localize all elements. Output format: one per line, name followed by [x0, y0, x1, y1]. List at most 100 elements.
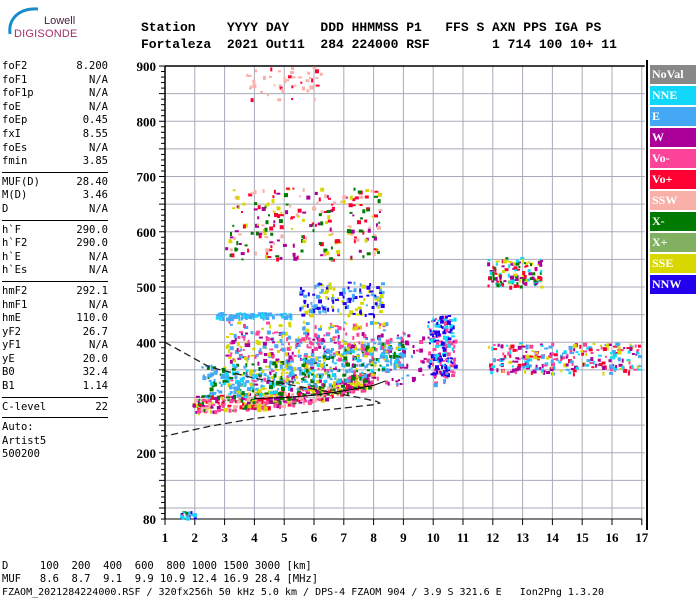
- echo-point: [535, 351, 539, 355]
- echo-point: [229, 333, 234, 336]
- echo-point: [250, 316, 252, 320]
- echo-point: [253, 374, 258, 379]
- echo-point: [305, 322, 310, 326]
- echo-point: [266, 313, 271, 317]
- echo-point: [583, 350, 587, 353]
- echo-point: [264, 365, 269, 368]
- param-row: foE N/A: [2, 101, 108, 115]
- echo-point: [364, 313, 367, 317]
- echo-point: [328, 383, 332, 388]
- y-tick-label: 500: [137, 280, 157, 295]
- echo-point: [512, 348, 517, 352]
- echo-point: [206, 365, 210, 370]
- echo-point: [238, 355, 243, 359]
- echo-point: [273, 377, 275, 382]
- echo-point: [379, 301, 384, 306]
- echo-point: [365, 387, 368, 391]
- echo-point: [318, 396, 322, 399]
- echo-point: [370, 384, 375, 389]
- echo-point: [295, 338, 300, 343]
- echo-point: [264, 406, 267, 409]
- echo-point: [592, 342, 596, 345]
- echo-point: [185, 511, 190, 515]
- echo-point: [385, 380, 389, 385]
- echo-point: [197, 407, 200, 412]
- echo-point: [325, 251, 330, 256]
- echo-point: [272, 195, 275, 199]
- echo-point: [272, 341, 275, 344]
- echo-point: [279, 378, 284, 383]
- echo-point: [262, 394, 265, 397]
- echo-point: [289, 380, 294, 383]
- echo-point: [255, 339, 259, 344]
- echo-point: [297, 349, 300, 354]
- echo-point: [502, 370, 505, 373]
- echo-point: [291, 372, 295, 376]
- echo-point: [446, 352, 451, 357]
- echo-point: [427, 324, 430, 328]
- echo-point: [514, 360, 519, 363]
- echo-point: [346, 362, 350, 367]
- legend-item-nnw: NNW: [650, 275, 696, 294]
- echo-point: [342, 291, 346, 295]
- distance-line: D 100 200 400 600 800 1000 1500 3000 [km…: [2, 560, 312, 572]
- y-tick-label: 300: [137, 391, 157, 406]
- echo-point: [439, 317, 443, 321]
- echo-point: [585, 363, 589, 367]
- echo-point: [401, 337, 404, 342]
- echo-point: [345, 322, 348, 325]
- echo-point: [182, 511, 185, 514]
- echo-point: [323, 358, 327, 362]
- echo-point: [291, 98, 294, 100]
- echo-point: [369, 283, 372, 287]
- echo-point: [421, 360, 425, 364]
- echo-point: [251, 383, 255, 387]
- echo-point: [242, 224, 246, 229]
- echo-point: [258, 373, 262, 377]
- echo-point: [345, 196, 348, 199]
- echo-point: [355, 367, 358, 370]
- echo-point: [401, 346, 405, 348]
- echo-point: [326, 285, 329, 289]
- echo-point: [279, 86, 283, 90]
- echo-point: [298, 388, 300, 391]
- echo-point: [433, 330, 436, 334]
- echo-point: [244, 373, 247, 376]
- echo-point: [570, 368, 575, 370]
- echo-point: [385, 355, 388, 360]
- param-row: h`F 290.0: [2, 224, 108, 238]
- echo-point: [278, 360, 281, 363]
- param-name: h`F2: [2, 237, 28, 250]
- echo-point: [244, 342, 247, 347]
- echo-point: [219, 381, 221, 384]
- echo-point: [381, 366, 386, 371]
- echo-point: [551, 362, 555, 367]
- echo-point: [290, 71, 294, 75]
- echo-point: [281, 380, 286, 384]
- echo-point: [321, 304, 324, 308]
- echo-point: [257, 205, 261, 210]
- echo-point: [352, 336, 355, 340]
- legend-item-x-plus: X+: [650, 233, 696, 252]
- echo-point: [307, 346, 312, 349]
- echo-point: [263, 232, 267, 236]
- echo-point: [407, 334, 411, 338]
- echo-point: [499, 278, 502, 281]
- echo-point: [372, 252, 376, 257]
- echo-point: [322, 309, 325, 313]
- echo-point: [401, 377, 404, 380]
- echo-point: [287, 399, 290, 404]
- echo-point: [422, 373, 425, 376]
- echo-point: [320, 288, 324, 293]
- echo-point: [629, 345, 633, 349]
- echo-point: [522, 355, 526, 359]
- echo-point: [306, 303, 309, 308]
- echo-point: [496, 283, 500, 288]
- param-value: 290.0: [76, 237, 108, 250]
- echo-point: [242, 381, 245, 385]
- echo-point: [313, 97, 316, 101]
- echo-point: [387, 381, 390, 386]
- echo-point: [382, 348, 386, 353]
- echo-point: [363, 355, 368, 358]
- echo-point: [263, 407, 267, 412]
